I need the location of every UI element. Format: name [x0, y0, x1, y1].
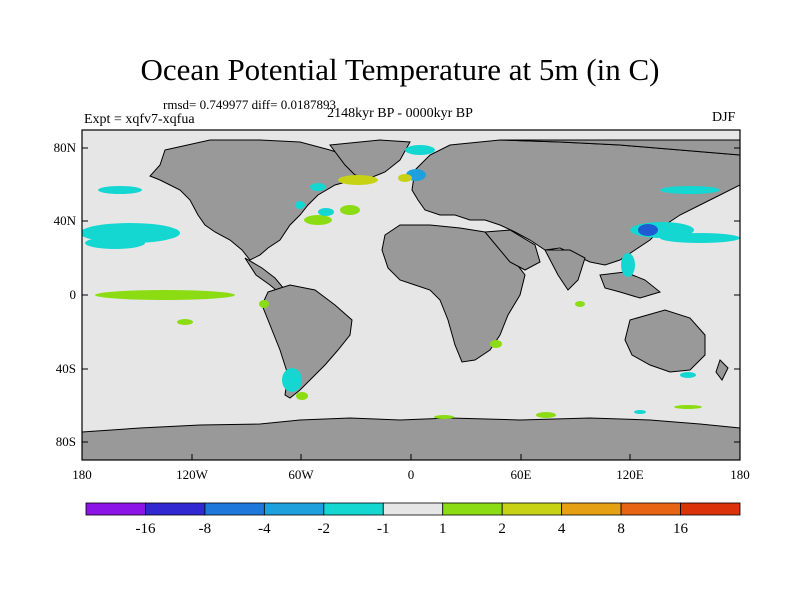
anomaly-patch [296, 392, 308, 400]
africa [381, 224, 526, 363]
anomaly-patch [405, 145, 435, 155]
antarctica [82, 417, 740, 460]
colorbar-swatch [145, 502, 206, 516]
anomaly-patch [398, 174, 412, 182]
colorbar-swatch [680, 502, 741, 516]
colorbar-labels: -16 -8 -4 -2 -1 1 2 4 8 16 [135, 521, 688, 537]
period-label: 2148kyr BP - 0000kyr BP [327, 106, 473, 121]
rmsd-diff-stats: rmsd= 0.749977 diff= 0.0187893 [163, 97, 336, 112]
colorbar-label: -1 [377, 521, 390, 537]
land-masses [82, 139, 740, 460]
anomaly-patch [575, 301, 585, 307]
colorbar-swatch [204, 502, 265, 516]
colorbar-label: 2 [498, 521, 506, 537]
colorbar-swatch [620, 502, 681, 516]
colorbar-swatch [561, 502, 622, 516]
lon-tick-label: 60E [511, 467, 532, 482]
colorbar-label: 8 [617, 521, 625, 537]
colorbar-label: -8 [199, 521, 212, 537]
india [544, 249, 586, 291]
anomaly-patch [318, 208, 334, 216]
season-label: DJF [712, 110, 736, 125]
anomaly-patch [660, 233, 740, 243]
colorbar-swatch [442, 502, 503, 516]
lat-tick-label: 0 [70, 287, 77, 302]
anomaly-patch [295, 201, 305, 209]
anomaly-patch [634, 410, 646, 414]
lon-tick-label: 120W [176, 467, 209, 482]
colorbar [85, 502, 741, 516]
colorbar-label: -4 [258, 521, 271, 537]
experiment-label: Expt = xqfv7-xqfua [84, 112, 195, 127]
map-area [82, 130, 740, 460]
lat-tick-label: 40S [56, 361, 76, 376]
colorbar-swatch [382, 502, 444, 516]
anomaly-patch [536, 412, 556, 418]
map-title: Ocean Potential Temperature at 5m (in C) [140, 52, 660, 87]
colorbar-label: 4 [558, 521, 566, 537]
anomaly-patch [98, 186, 142, 194]
colorbar-swatch [85, 502, 146, 516]
colorbar-swatch [263, 502, 325, 516]
anomaly-patch [340, 205, 360, 215]
colorbar-swatch [323, 502, 384, 516]
anomaly-patch [310, 183, 326, 191]
colorbar-swatch [501, 502, 563, 516]
lon-tick-label: 120E [616, 467, 644, 482]
greenland [329, 139, 411, 179]
anomaly-patch [282, 368, 302, 392]
lon-tick-label: 180 [72, 467, 92, 482]
australia [624, 309, 706, 373]
lat-tick-label: 40N [54, 213, 77, 228]
anomaly-patch [338, 175, 378, 185]
anomaly-patch [490, 340, 502, 348]
anomaly-patch [621, 253, 635, 277]
anomaly-patch [95, 290, 235, 300]
arabia [483, 229, 541, 271]
colorbar-label: -2 [318, 521, 331, 537]
colorbar-label: 1 [439, 521, 447, 537]
lat-tick-label: 80N [54, 140, 77, 155]
anomaly-patch [674, 405, 702, 409]
anomaly-patch [259, 300, 269, 308]
anomaly-patch [85, 237, 145, 249]
lat-tick-label: 80S [56, 434, 76, 449]
anomaly-patch [680, 372, 696, 378]
colorbar-label: 16 [673, 521, 689, 537]
anomaly-patch [660, 186, 720, 194]
lon-tick-label: 180 [730, 467, 750, 482]
south-america [261, 284, 353, 399]
new-zealand [715, 359, 729, 381]
anomaly-patches [82, 145, 740, 419]
lon-tick-label: 60W [288, 467, 314, 482]
anomaly-patch [304, 215, 332, 225]
tick-marks [81, 147, 741, 460]
anomaly-patch [177, 319, 193, 325]
anomaly-patch [638, 224, 658, 236]
arctic-coast [499, 139, 740, 156]
lon-tick-label: 0 [408, 467, 415, 482]
colorbar-label: -16 [135, 521, 155, 537]
lon-tick-labels: 180 120W 60W 0 60E 120E 180 [72, 467, 750, 482]
anomaly-patch [434, 415, 454, 419]
lat-tick-labels: 80N 40N 0 40S 80S [54, 140, 77, 449]
